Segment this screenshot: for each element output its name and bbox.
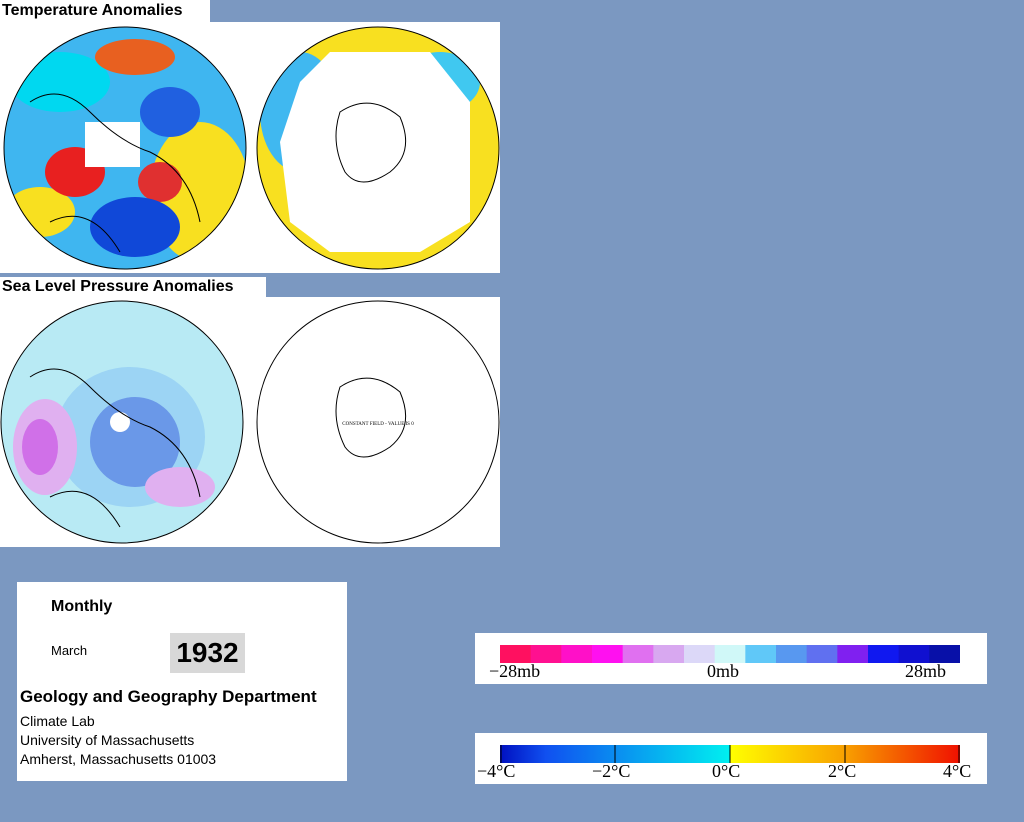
address-line: Climate Lab bbox=[20, 713, 95, 729]
department: Geology and Geography Department bbox=[20, 687, 317, 706]
legend-label: 28mb bbox=[905, 661, 947, 681]
legend-label: −2°C bbox=[592, 761, 631, 781]
colorbar-segment bbox=[929, 645, 960, 663]
colorbar-segment bbox=[653, 645, 685, 663]
colorbar-segment bbox=[714, 645, 746, 663]
pressure-legend: −28mb 0mb 28mb bbox=[475, 633, 987, 684]
address: Climate Lab University of Massachusetts … bbox=[20, 712, 216, 769]
legend-label: −4°C bbox=[477, 761, 516, 781]
pressure-maps: CONSTANT FIELD - VALUE IS 0 bbox=[0, 297, 500, 547]
address-line: Amherst, Massachusetts 01003 bbox=[20, 751, 217, 767]
month: March bbox=[51, 643, 88, 658]
legend-label: 4°C bbox=[943, 761, 972, 781]
colorbar-segment bbox=[745, 645, 777, 663]
pressure-title: Sea Level Pressure Anomalies bbox=[0, 277, 266, 297]
colorbar-segment bbox=[868, 645, 900, 663]
colorbar-segment bbox=[530, 645, 562, 663]
colorbar-segment bbox=[806, 645, 838, 663]
colorbar-segment bbox=[500, 645, 532, 663]
colorbar-segment bbox=[898, 645, 930, 663]
temperature-title: Temperature Anomalies bbox=[0, 0, 210, 22]
info-box: Monthly March 1932 Geology and Geography… bbox=[17, 582, 347, 781]
colorbar-segment bbox=[592, 645, 624, 663]
legend-label: −28mb bbox=[489, 661, 541, 681]
legend-label: 0mb bbox=[707, 661, 740, 681]
constant-note: CONSTANT FIELD - VALUE IS 0 bbox=[342, 422, 414, 427]
colorbar-segment bbox=[622, 645, 654, 663]
colorbar-segment bbox=[837, 645, 869, 663]
temperature-colorbar bbox=[500, 745, 960, 763]
colorbar-segment bbox=[684, 645, 716, 663]
colorbar-segment bbox=[776, 645, 808, 663]
pressure-colorbar bbox=[500, 645, 960, 663]
address-line: University of Massachusetts bbox=[20, 732, 195, 748]
temperature-legend: −4°C −2°C 0°C 2°C 4°C bbox=[475, 733, 987, 784]
colorbar-segment bbox=[561, 645, 593, 663]
temperature-maps bbox=[0, 22, 500, 273]
legend-label: 2°C bbox=[828, 761, 857, 781]
period: Monthly bbox=[51, 598, 113, 615]
year: 1932 bbox=[170, 633, 245, 673]
legend-label: 0°C bbox=[712, 761, 741, 781]
